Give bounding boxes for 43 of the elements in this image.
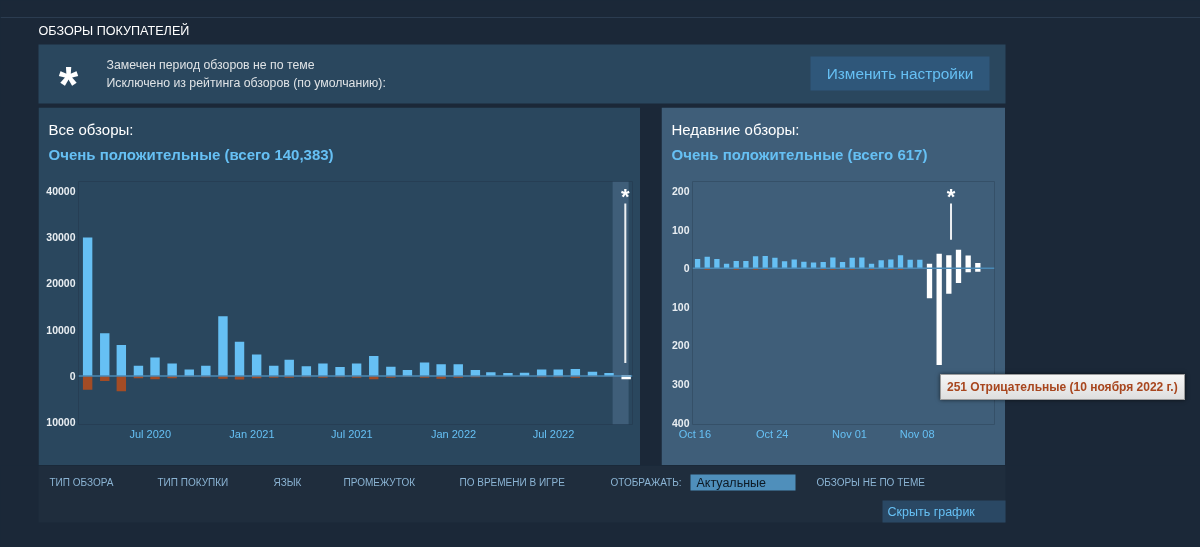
text: ТИП ОБЗОРА bbox=[49, 477, 114, 488]
text: ОТОБРАЖАТЬ: bbox=[610, 477, 682, 488]
x-tick-label: Jan 2021 bbox=[229, 427, 275, 440]
chart-title: Все обзоры: bbox=[48, 120, 134, 138]
text: ОБЗОРЫ НЕ ПО ТЕМЕ bbox=[816, 477, 926, 488]
y-tick-label: 10000 bbox=[46, 416, 76, 429]
chart-title: Недавние обзоры: bbox=[671, 120, 800, 138]
text: ОБЗОРЫ ПОКУПАТЕЛЕЙ bbox=[38, 22, 190, 38]
y-tick-label: 0 bbox=[69, 369, 76, 382]
x-tick-label: Oct 24 bbox=[756, 427, 789, 440]
y-tick-label: 10000 bbox=[46, 323, 76, 336]
text: ПРОМЕЖУТОК bbox=[343, 477, 416, 488]
y-tick-label: 20000 bbox=[46, 277, 76, 290]
text: Скрыть график bbox=[887, 504, 976, 519]
x-tick-label: Nov 01 bbox=[832, 427, 867, 440]
x-tick-label: Oct 16 bbox=[678, 427, 712, 440]
y-tick-label: 100 bbox=[671, 300, 690, 313]
y-tick-label: 40000 bbox=[46, 184, 76, 197]
text: * bbox=[58, 56, 79, 113]
text: Замечен период обзоров не по теме bbox=[106, 57, 315, 72]
y-tick-label: 200 bbox=[671, 339, 690, 352]
chart-subtitle: Очень положительные (всего 617) bbox=[671, 146, 928, 163]
ref-line-label: * bbox=[946, 183, 956, 209]
y-tick-label: 200 bbox=[671, 185, 690, 198]
x-tick-label: Jul 2022 bbox=[532, 427, 575, 440]
text: Актуальные bbox=[696, 475, 767, 490]
x-tick-label: Jan 2022 bbox=[430, 427, 477, 440]
text: Изменить настройки bbox=[826, 65, 974, 82]
annotation: 251 Отрицательные (10 ноября 2022 г.) bbox=[940, 374, 1185, 400]
y-tick-label: 100 bbox=[671, 223, 690, 236]
y-tick-label: 300 bbox=[671, 378, 690, 390]
chart-subtitle: Очень положительные (всего 140,383) bbox=[48, 146, 334, 163]
y-tick-label: 0 bbox=[683, 262, 690, 275]
x-tick-label: Jul 2020 bbox=[129, 427, 172, 440]
text: ПО ВРЕМЕНИ В ИГРЕ bbox=[459, 477, 566, 488]
text: Исключено из рейтинга обзоров (по умолчанию): bbox=[106, 75, 386, 90]
y-tick-label: 30000 bbox=[46, 231, 76, 244]
text: ТИП ПОКУПКИ bbox=[157, 477, 229, 488]
y-tick-label: 400 bbox=[671, 416, 690, 429]
x-tick-label: Jul 2021 bbox=[331, 427, 373, 440]
x-tick-label: Nov 08 bbox=[899, 427, 935, 440]
ref-line-label: * bbox=[621, 183, 631, 209]
text: ЯЗЫК bbox=[273, 477, 302, 488]
